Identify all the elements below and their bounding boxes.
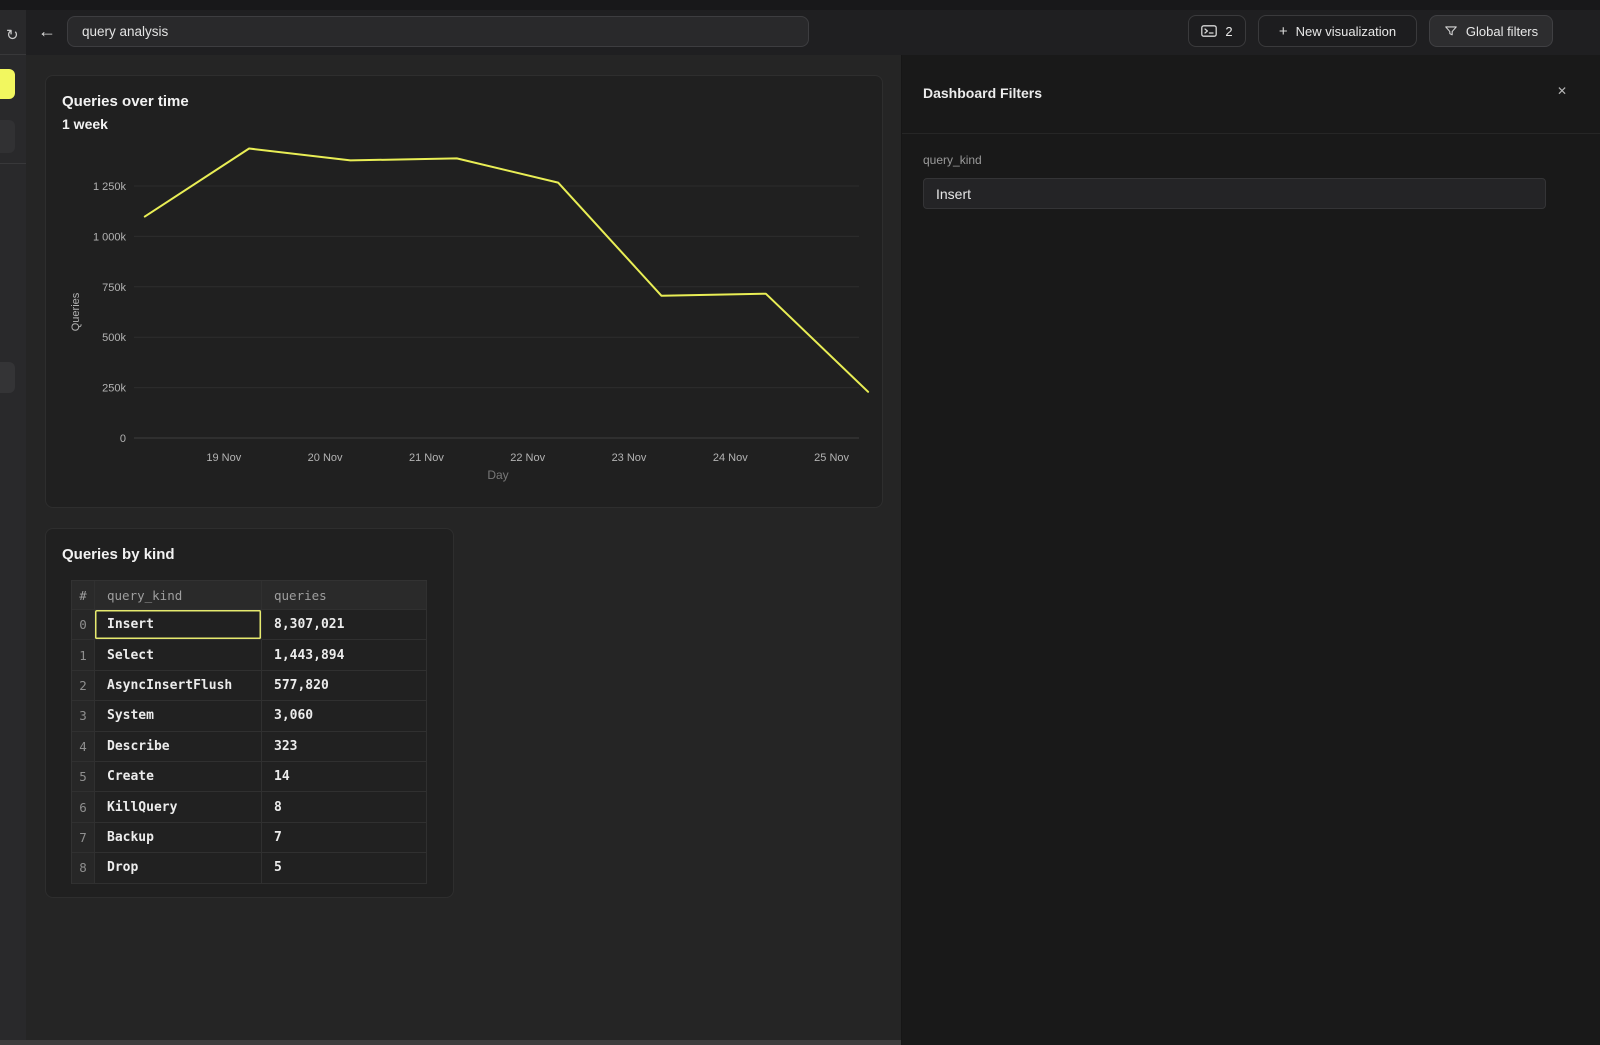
row-index-cell: 8 [72, 853, 95, 883]
console-queries-button[interactable]: 2 [1188, 15, 1246, 47]
query-kind-cell[interactable]: Drop [95, 853, 262, 883]
global-filters-label: Global filters [1466, 24, 1538, 39]
queries-count-cell[interactable]: 8,307,021 [262, 610, 427, 640]
row-index-cell: 4 [72, 732, 95, 762]
refresh-icon[interactable]: ↻ [6, 26, 19, 44]
close-icon[interactable]: ✕ [1557, 84, 1567, 98]
row-index-cell: 6 [72, 792, 95, 822]
y-axis-label: Queries [70, 292, 82, 331]
row-index-cell: 7 [72, 823, 95, 853]
console-count: 2 [1225, 24, 1232, 39]
new-visualization-button[interactable]: + New visualization [1258, 15, 1417, 47]
query-kind-cell[interactable]: Select [95, 640, 262, 670]
x-tick-label: 24 Nov [713, 452, 748, 464]
queries-count-cell[interactable]: 577,820 [262, 671, 427, 701]
query-kind-cell[interactable]: Create [95, 762, 262, 792]
main-content: Queries over time 1 week 1 250k1 000k750… [26, 55, 901, 1045]
filters-panel-title: Dashboard Filters [923, 85, 1042, 101]
row-index-cell: 3 [72, 701, 95, 731]
x-tick-label: 23 Nov [612, 452, 647, 464]
y-tick-label: 500k [102, 332, 126, 344]
plus-icon: + [1279, 24, 1288, 39]
query-kind-cell[interactable]: System [95, 701, 262, 731]
x-axis-label: Day [487, 468, 508, 482]
back-arrow-icon[interactable]: ← [38, 21, 56, 42]
global-filters-button[interactable]: Global filters [1429, 15, 1553, 47]
column-header-queries: queries [262, 581, 427, 610]
queries-by-kind-card[interactable]: Queries by kind #query_kindqueries 0Inser… [45, 528, 454, 898]
queries-count-cell[interactable]: 323 [262, 732, 427, 762]
new-visualization-label: New visualization [1296, 24, 1396, 39]
funnel-icon [1444, 24, 1458, 38]
queries-count-cell[interactable]: 7 [262, 823, 427, 853]
top-bar: ← 2 + New visualization Global filters [26, 10, 1600, 56]
table-title: Queries by kind [62, 546, 175, 563]
row-index-cell: 1 [72, 640, 95, 670]
queries-count-cell[interactable]: 5 [262, 853, 427, 883]
queries-count-cell[interactable]: 3,060 [262, 701, 427, 731]
sidebar-item[interactable] [0, 120, 15, 153]
row-index-cell: 0 [72, 610, 95, 640]
x-tick-label: 19 Nov [206, 452, 241, 464]
dashboard-filters-panel: Dashboard Filters ✕ query_kind [901, 55, 1600, 1045]
row-index-cell: 2 [72, 671, 95, 701]
queries-line-chart: 1 250k 1 000k 750k 500k 250k 0 19 Nov 20 Nov 21 … [46, 76, 882, 488]
queries-count-cell[interactable]: 1,443,894 [262, 640, 427, 670]
queries-count-cell[interactable]: 8 [262, 792, 427, 822]
y-tick-label: 1 250k [93, 181, 127, 193]
y-tick-label: 0 [120, 433, 126, 445]
dashboard-app: ↻ ← 2 + New visualization [0, 0, 1600, 1045]
query-kind-cell[interactable]: Insert [95, 610, 262, 640]
query-kind-cell[interactable]: Backup [95, 823, 262, 853]
y-tick-label: 1 000k [93, 231, 127, 243]
x-tick-label: 20 Nov [308, 452, 343, 464]
x-tick-label: 22 Nov [510, 452, 545, 464]
column-header-query-kind: query_kind [95, 581, 262, 610]
horizontal-scrollbar[interactable] [0, 1040, 901, 1045]
query-kind-cell[interactable]: KillQuery [95, 792, 262, 822]
sidebar-item[interactable] [0, 362, 15, 393]
column-header-index: # [72, 581, 95, 610]
sidebar-item-active-dashboard[interactable] [0, 69, 15, 99]
terminal-window-icon [1201, 24, 1217, 38]
y-tick-label: 750k [102, 282, 126, 294]
queries-count-cell[interactable]: 14 [262, 762, 427, 792]
x-tick-label: 25 Nov [814, 452, 849, 464]
queries-series-line [145, 149, 868, 392]
query-kind-cell[interactable]: Describe [95, 732, 262, 762]
queries-by-kind-table: #query_kindqueries 0Insert8,307,021 1Selec… [71, 580, 427, 884]
y-tick-label: 250k [102, 383, 126, 395]
sidebar: ↻ [0, 10, 27, 1045]
row-index-cell: 5 [72, 762, 95, 792]
dashboard-title-input[interactable] [67, 16, 809, 47]
query-kind-filter-label: query_kind [923, 153, 982, 167]
query-kind-cell[interactable]: AsyncInsertFlush [95, 671, 262, 701]
filters-panel-divider [902, 133, 1600, 134]
queries-over-time-card[interactable]: Queries over time 1 week 1 250k1 000k750… [45, 75, 883, 508]
sidebar-divider [0, 163, 26, 164]
x-tick-label: 21 Nov [409, 452, 444, 464]
query-kind-filter-input[interactable] [923, 178, 1546, 209]
window-top-strip [0, 0, 1600, 10]
sidebar-divider-top [0, 54, 26, 55]
